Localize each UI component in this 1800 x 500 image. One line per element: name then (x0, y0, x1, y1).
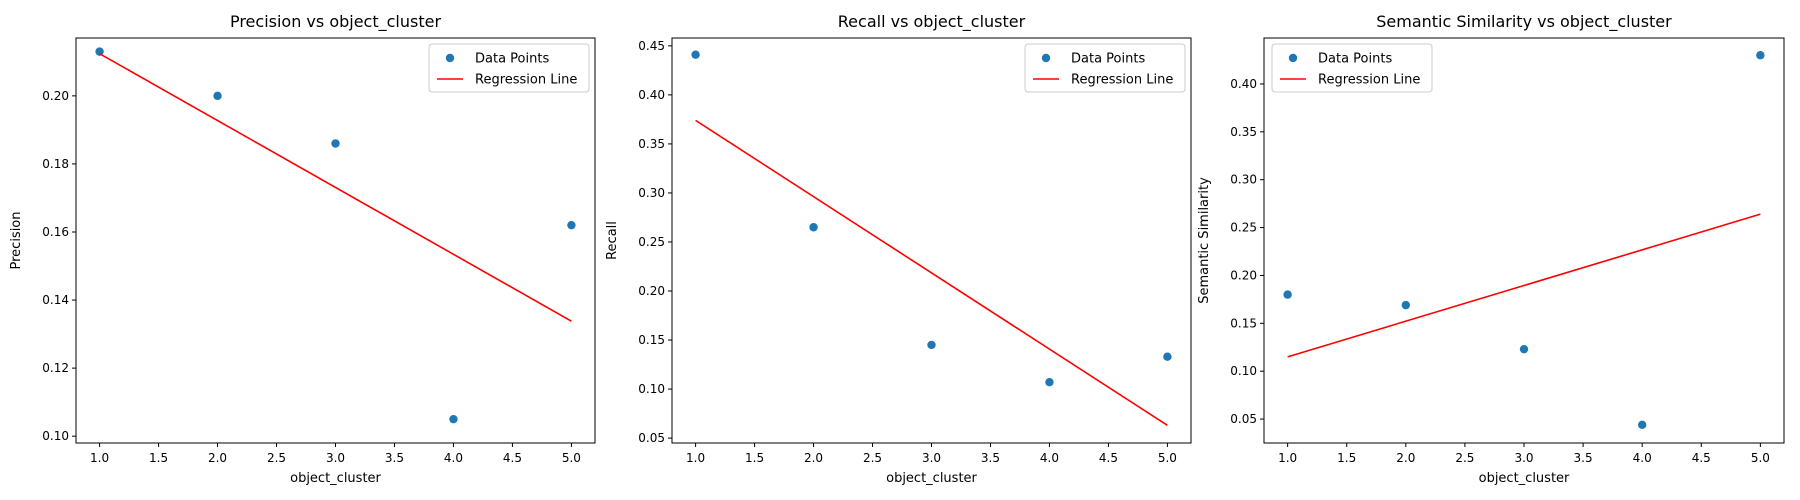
data-point (449, 414, 458, 424)
legend-box (428, 43, 590, 93)
y-tick-label: 0.10 (638, 382, 665, 396)
data-point (1637, 420, 1647, 430)
regression-line (1287, 213, 1761, 358)
data-point (331, 139, 340, 148)
legend: Data Points Regression Line (428, 43, 590, 93)
x-tick-label: 3.0 (326, 451, 345, 465)
regression-line (695, 119, 1168, 427)
x-tick-label: 5.0 (1751, 451, 1770, 465)
y-tick-label: 0.35 (1230, 125, 1257, 139)
legend-label: Data Points (1318, 52, 1392, 67)
x-tick-label: 4.5 (1692, 451, 1711, 465)
x-tick-label: 2.5 (863, 451, 882, 465)
y-tick-label: 0.40 (1230, 77, 1257, 91)
data-point (1756, 51, 1765, 60)
plot-area (671, 37, 1192, 444)
x-tick-label: 3.5 (981, 451, 1000, 465)
x-tick-label: 3.0 (922, 451, 941, 465)
x-tick-label: 2.5 (267, 451, 286, 465)
y-tick-label: 0.30 (1230, 173, 1257, 187)
x-tick-label: 3.5 (385, 451, 404, 465)
y-tick-label: 0.40 (638, 88, 665, 102)
data-point (809, 223, 818, 232)
y-tick-label: 0.20 (42, 89, 69, 103)
y-tick-label: 0.20 (1230, 268, 1257, 282)
y-tick-label: 0.05 (1230, 412, 1257, 426)
y-tick-label: 0.10 (42, 429, 69, 443)
y-tick-label: 0.15 (638, 333, 665, 347)
chart-title: Precision vs object_cluster (230, 12, 442, 32)
x-tick-label: 4.0 (1040, 451, 1059, 465)
data-point (1045, 378, 1054, 387)
legend-box (1024, 43, 1186, 93)
y-tick-label: 0.10 (1230, 364, 1257, 378)
plot-area (75, 37, 596, 444)
legend-marker-swatch (1041, 53, 1051, 63)
x-tick-label: 1.0 (90, 451, 109, 465)
x-tick-label: 1.5 (1337, 451, 1356, 465)
x-tick-label: 4.5 (1099, 451, 1118, 465)
x-tick-label: 1.5 (745, 451, 764, 465)
regression-line (99, 52, 572, 322)
y-tick-label: 0.12 (42, 361, 69, 375)
x-axis-label: object_cluster (886, 471, 977, 486)
data-point (1401, 300, 1411, 310)
legend-label: Regression Line (475, 73, 577, 88)
x-tick-label: 4.0 (444, 451, 463, 465)
y-tick-label: 0.05 (638, 431, 665, 445)
data-point (567, 220, 576, 230)
y-axis-label: Semantic Similarity (1197, 177, 1212, 304)
chart-panel-3: Semantic Similarity vs object_clusterobj… (1197, 12, 1785, 486)
y-tick-label: 0.16 (42, 225, 69, 239)
x-tick-label: 3.5 (1574, 451, 1593, 465)
data-point (213, 91, 222, 101)
x-tick-label: 2.0 (804, 451, 823, 465)
data-point (95, 47, 104, 56)
chart-title: Semantic Similarity vs object_cluster (1376, 12, 1672, 32)
y-tick-label: 0.35 (638, 137, 665, 151)
data-point (1519, 344, 1529, 354)
x-tick-label: 4.0 (1633, 451, 1652, 465)
data-point (691, 50, 700, 59)
y-tick-label: 0.18 (42, 157, 69, 171)
y-tick-label: 0.15 (1230, 316, 1257, 330)
y-tick-label: 0.20 (638, 284, 665, 298)
legend: Data Points Regression Line (1271, 43, 1433, 93)
y-tick-label: 0.25 (638, 235, 665, 249)
y-tick-label: 0.14 (42, 293, 69, 307)
legend: Data Points Regression Line (1024, 43, 1186, 93)
x-tick-label: 1.0 (686, 451, 705, 465)
x-tick-label: 5.0 (562, 451, 581, 465)
data-point (1283, 290, 1292, 299)
y-axis-label: Precision (9, 211, 24, 269)
chart-panel-1: Precision vs object_cluster object_cluste… (9, 12, 596, 486)
x-axis-label: object_cluster (290, 471, 381, 486)
legend-label: Data Points (475, 52, 549, 67)
legend-box (1271, 43, 1433, 93)
data-point (1163, 352, 1172, 361)
x-tick-label: 2.5 (1455, 451, 1474, 465)
chart-title: Recall vs object_cluster (838, 12, 1026, 32)
x-tick-label: 4.5 (503, 451, 522, 465)
plot-area (1263, 37, 1785, 444)
legend-label: Data Points (1071, 52, 1145, 67)
x-tick-label: 5.0 (1158, 451, 1177, 465)
y-tick-label: 0.30 (638, 186, 665, 200)
y-tick-label: 0.25 (1230, 221, 1257, 235)
legend-label: Regression Line (1071, 73, 1173, 88)
x-tick-label: 2.0 (1396, 451, 1415, 465)
y-axis-label: Recall (605, 221, 620, 260)
legend-label: Regression Line (1318, 73, 1420, 88)
x-axis-label: object_cluster (1479, 471, 1570, 486)
legend-marker-swatch (445, 53, 455, 63)
data-point (927, 340, 936, 350)
y-tick-label: 0.45 (638, 39, 665, 53)
x-tick-label: 1.0 (1278, 451, 1297, 465)
x-tick-label: 2.0 (208, 451, 227, 465)
x-tick-label: 3.0 (1514, 451, 1533, 465)
x-tick-label: 1.5 (149, 451, 168, 465)
chart-panel-2: Recall vs object_cluster object_cluster Re… (605, 12, 1192, 486)
legend-marker-swatch (1288, 53, 1298, 63)
